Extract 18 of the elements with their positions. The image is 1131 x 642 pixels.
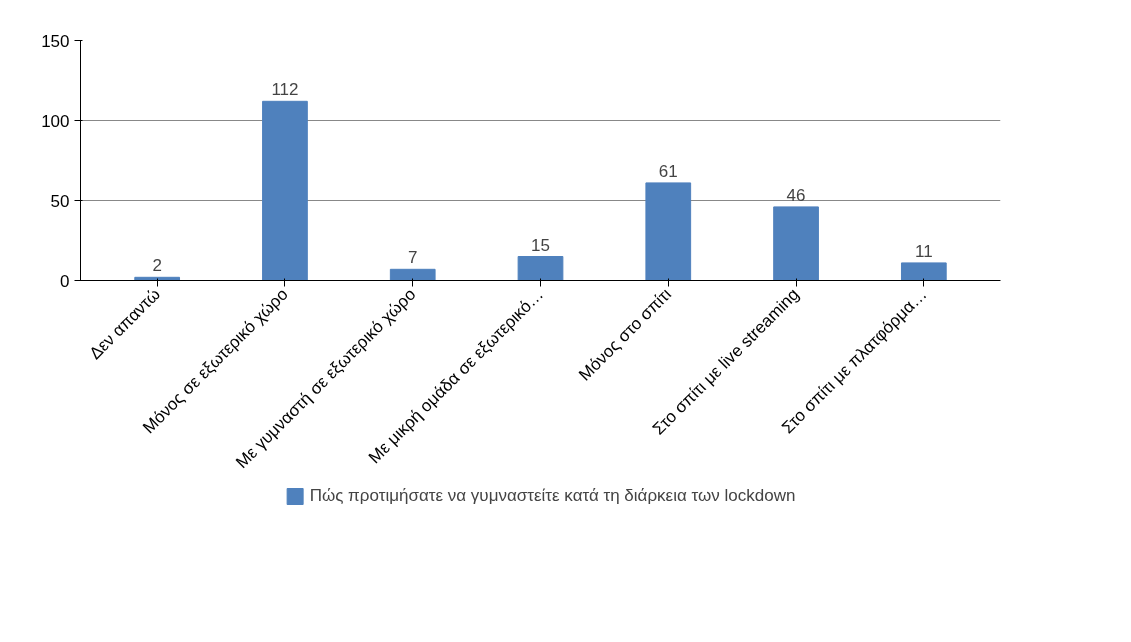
data-label: 15 bbox=[531, 235, 550, 255]
bar bbox=[645, 182, 692, 281]
legend-label: Πώς προτιμήσατε να γυμναστείτε κατά τη διάρκεια των lockdown bbox=[309, 486, 796, 506]
data-label: 46 bbox=[786, 185, 806, 205]
data-label: 112 bbox=[271, 80, 299, 100]
y-tick-label: 50 bbox=[50, 191, 70, 211]
bar bbox=[262, 100, 308, 281]
bar bbox=[773, 206, 819, 281]
y-tick-label: 100 bbox=[41, 111, 70, 131]
data-label: 7 bbox=[407, 248, 418, 268]
bar bbox=[517, 256, 564, 281]
data-label: 61 bbox=[658, 161, 678, 181]
bar bbox=[389, 268, 436, 281]
data-label: 11 bbox=[915, 241, 933, 261]
bar bbox=[900, 262, 947, 281]
data-label: 2 bbox=[152, 256, 162, 276]
y-tick-label: 0 bbox=[60, 271, 70, 291]
y-tick-label: 150 bbox=[41, 31, 70, 51]
